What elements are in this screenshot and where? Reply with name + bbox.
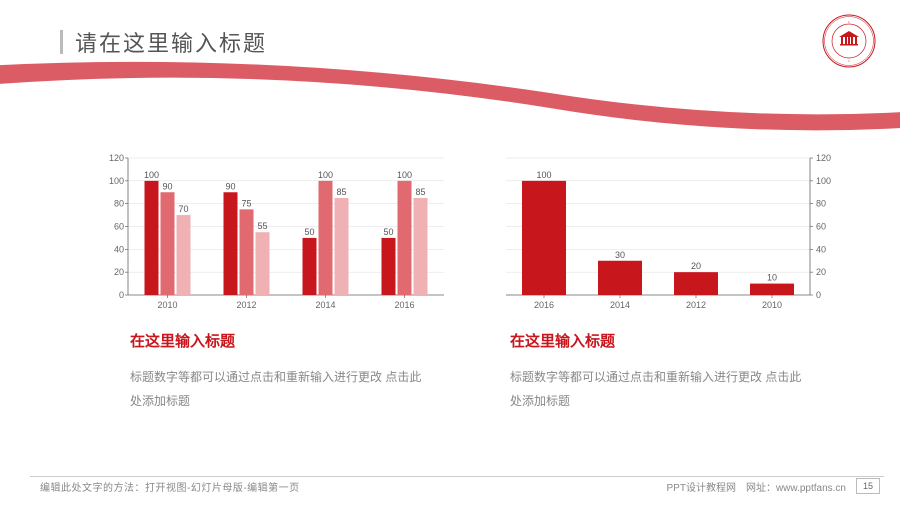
footer-url: 网址：www.pptfans.cn: [746, 479, 846, 494]
subsection-1-body[interactable]: 标题数字等都可以通过点击和重新输入进行更改 点击此处添加标题: [130, 365, 430, 413]
page-number: 15: [856, 478, 880, 494]
svg-text:90: 90: [225, 181, 235, 191]
title-tick: [60, 30, 63, 54]
svg-text:100: 100: [109, 176, 124, 186]
svg-text:75: 75: [241, 198, 251, 208]
svg-text:2012: 2012: [686, 300, 706, 310]
svg-text:2016: 2016: [394, 300, 414, 310]
svg-text:2016: 2016: [534, 300, 554, 310]
svg-text:20: 20: [816, 267, 826, 277]
svg-text:40: 40: [114, 244, 124, 254]
svg-text:85: 85: [415, 187, 425, 197]
svg-text:120: 120: [816, 153, 831, 163]
svg-text:40: 40: [816, 244, 826, 254]
footer: 编辑此处文字的方法：打开视图-幻灯片母版-编辑第一页 PPT设计教程网 网址：w…: [40, 478, 880, 494]
chart-single-bar: 0 20 40 60 80 100 120 100 2016 30 2014 20 2012 10 2010: [500, 150, 840, 315]
subsection-1: 在这里输入标题 标题数字等都可以通过点击和重新输入进行更改 点击此处添加标题: [130, 330, 430, 413]
svg-text:80: 80: [816, 199, 826, 209]
svg-text:2010: 2010: [762, 300, 782, 310]
slide-title[interactable]: 请在这里输入标题: [75, 26, 267, 58]
subsection-2-title[interactable]: 在这里输入标题: [510, 330, 810, 351]
svg-text:100: 100: [816, 176, 831, 186]
svg-text:60: 60: [114, 222, 124, 232]
svg-text:20: 20: [691, 261, 701, 271]
svg-text:2014: 2014: [610, 300, 630, 310]
subsection-1-title[interactable]: 在这里输入标题: [130, 330, 430, 351]
svg-text:90: 90: [162, 181, 172, 191]
svg-text:2010: 2010: [157, 300, 177, 310]
svg-text:2012: 2012: [236, 300, 256, 310]
svg-text:50: 50: [304, 227, 314, 237]
svg-text:55: 55: [257, 221, 267, 231]
svg-text:120: 120: [109, 153, 124, 163]
svg-text:•: •: [848, 58, 850, 63]
footer-divider: [30, 476, 884, 477]
svg-text:0: 0: [816, 290, 821, 300]
svg-text:50: 50: [383, 227, 393, 237]
subsection-2: 在这里输入标题 标题数字等都可以通过点击和重新输入进行更改 点击此处添加标题: [510, 330, 810, 413]
svg-text:70: 70: [178, 204, 188, 214]
svg-text:60: 60: [816, 222, 826, 232]
svg-text:10: 10: [767, 273, 777, 283]
footer-left-text: 编辑此处文字的方法：打开视图-幻灯片母版-编辑第一页: [40, 479, 300, 494]
svg-text:0: 0: [119, 290, 124, 300]
svg-text:100: 100: [536, 170, 551, 180]
chart-grouped-bar: 0204060801001201009070201090755520125010…: [100, 150, 450, 315]
university-logo: • •: [822, 14, 876, 68]
svg-text:80: 80: [114, 199, 124, 209]
footer-brand: PPT设计教程网: [667, 479, 736, 494]
svg-text:•: •: [848, 19, 850, 24]
svg-text:30: 30: [615, 250, 625, 260]
swoosh-decoration: [0, 58, 900, 158]
svg-text:100: 100: [318, 170, 333, 180]
slide-title-bar: 请在这里输入标题: [60, 26, 267, 58]
svg-text:100: 100: [144, 170, 159, 180]
svg-text:100: 100: [397, 170, 412, 180]
svg-text:2014: 2014: [315, 300, 335, 310]
svg-text:20: 20: [114, 267, 124, 277]
svg-text:85: 85: [336, 187, 346, 197]
subsection-2-body[interactable]: 标题数字等都可以通过点击和重新输入进行更改 点击此处添加标题: [510, 365, 810, 413]
